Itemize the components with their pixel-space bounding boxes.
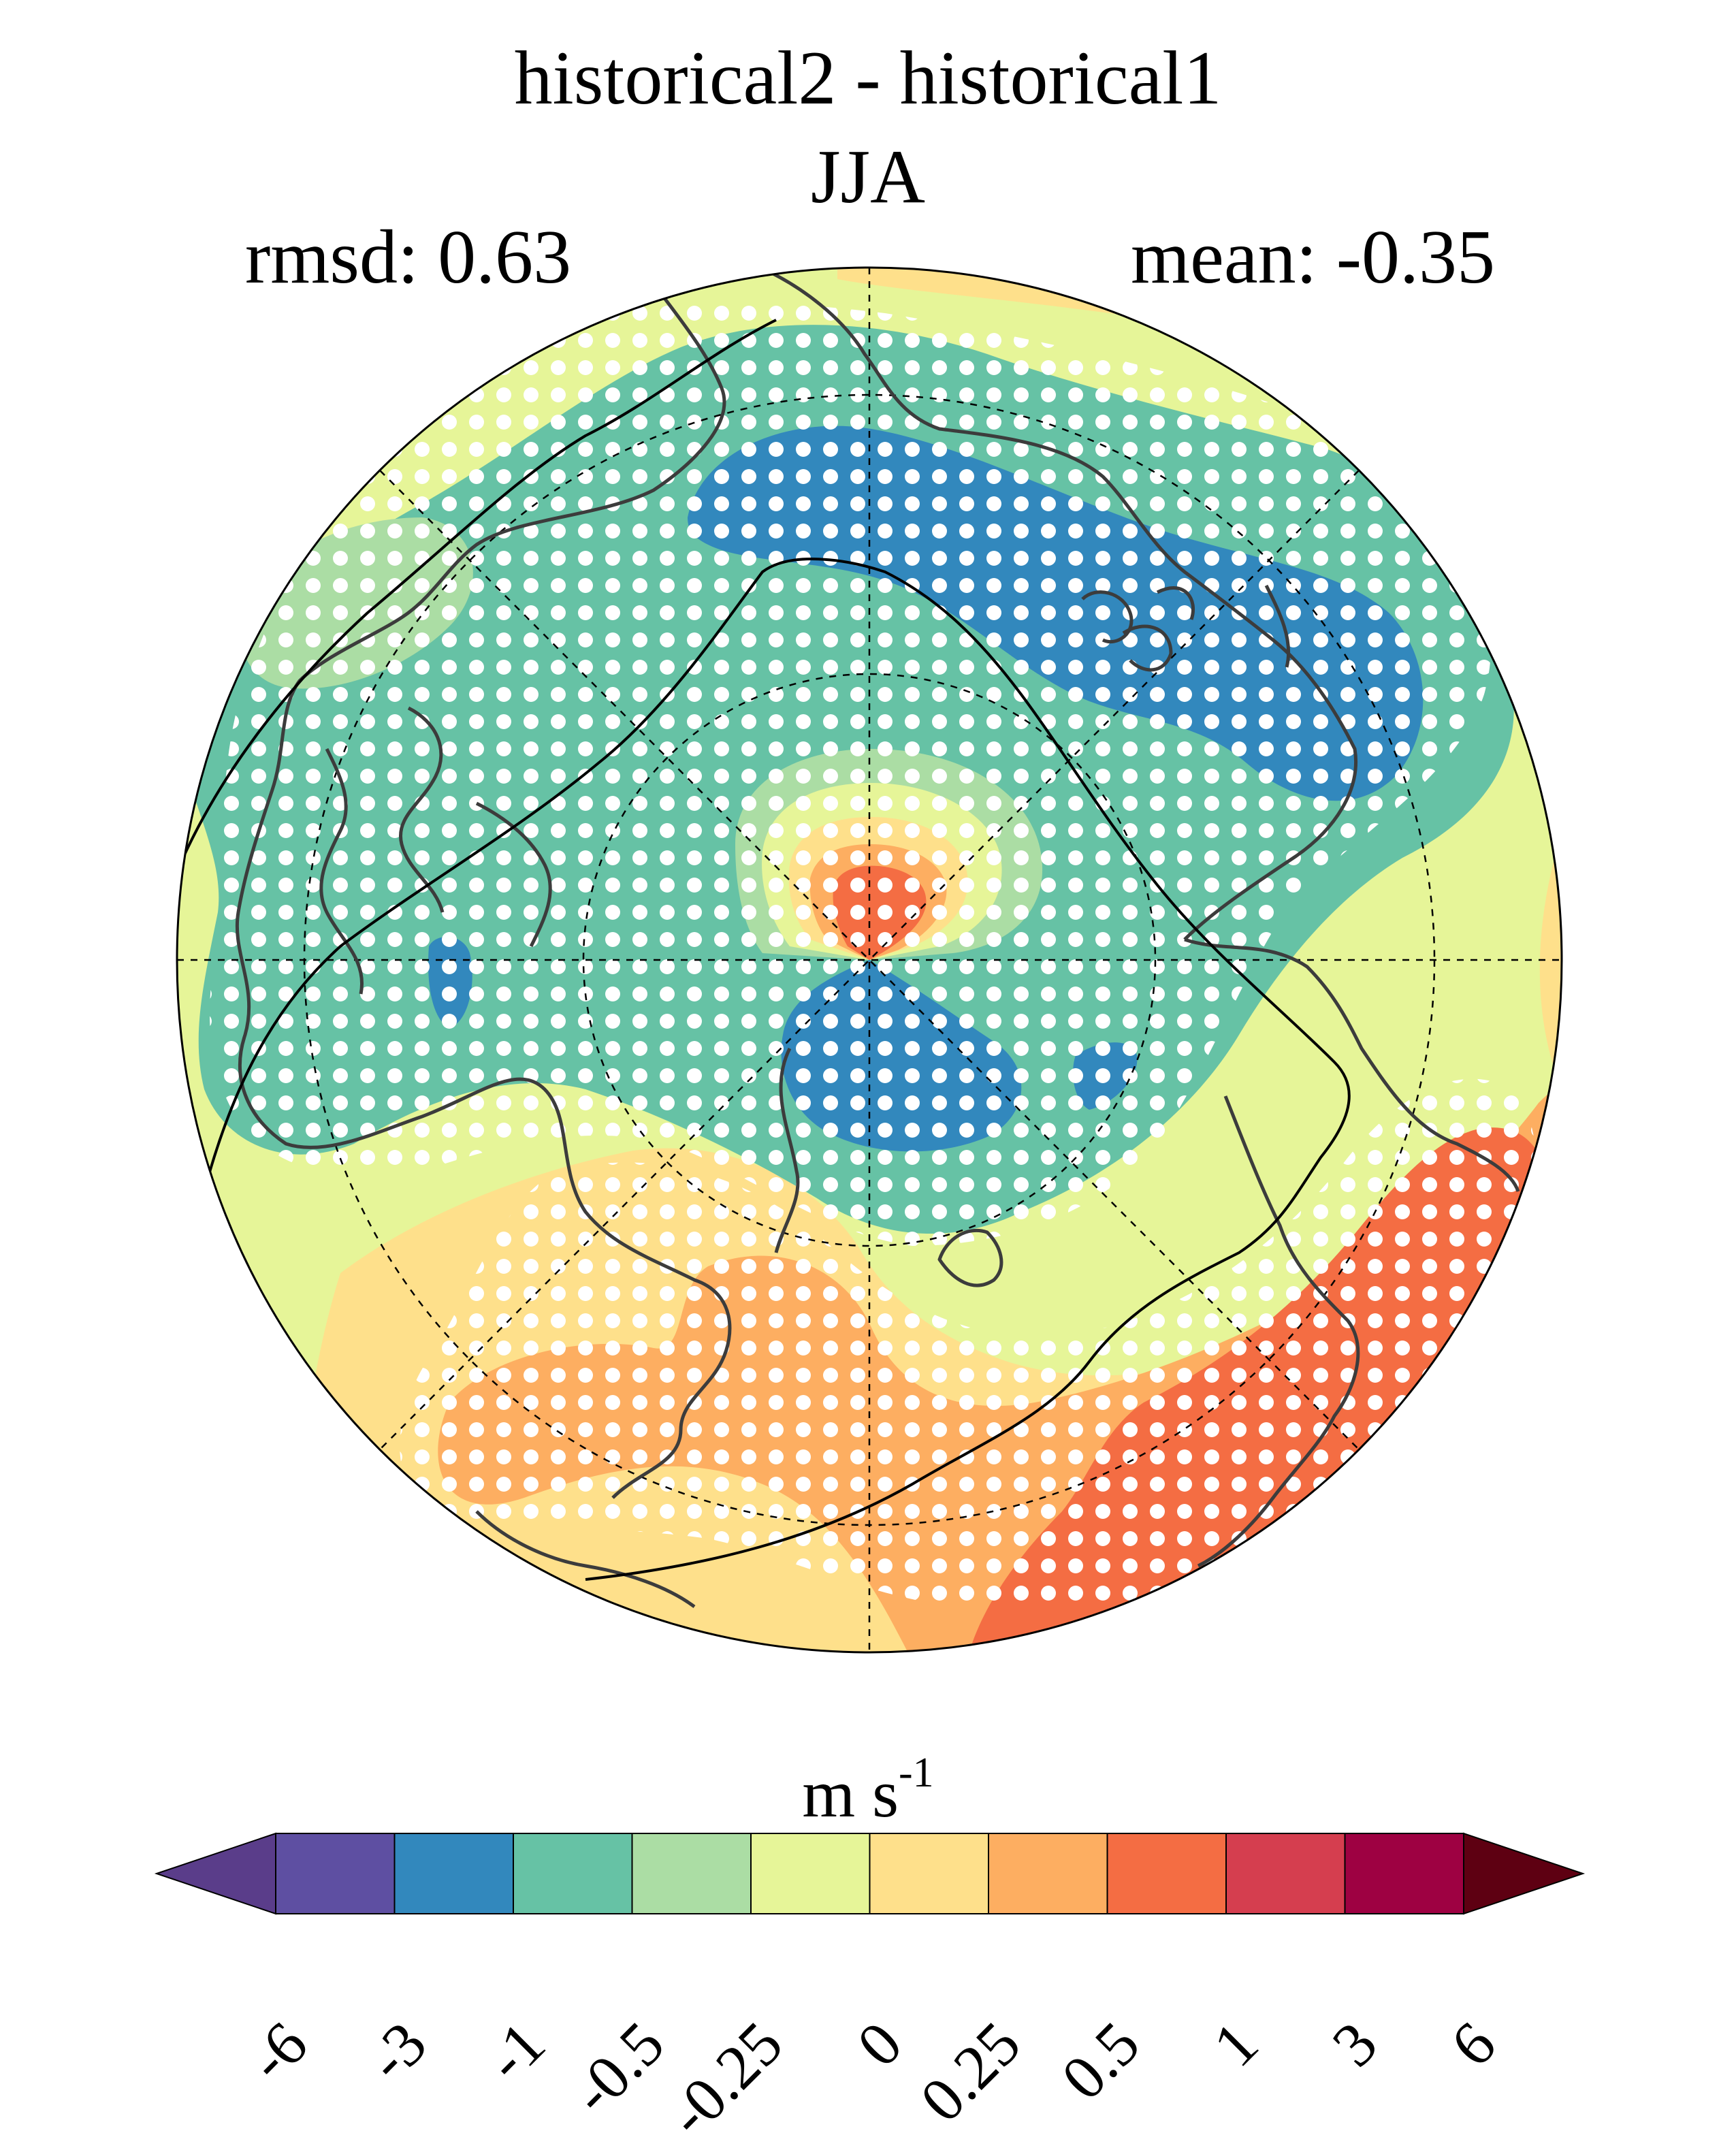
title-line-1: historical2 - historical1 (514, 36, 1222, 121)
colorbar-tick-label: -6 (234, 2008, 321, 2095)
colorbar-cell (869, 1833, 989, 1914)
colorbar-cell (1344, 1833, 1464, 1914)
reference-contour (177, 319, 1351, 1581)
units-text: m s (802, 1756, 899, 1831)
colorbar-cell (988, 1833, 1108, 1914)
colorbar-under-triangle (154, 1832, 276, 1915)
stipple-north (210, 301, 1492, 1246)
colorbar-cell (750, 1833, 871, 1914)
stipple-south (400, 1078, 1537, 1612)
title-line-2: JJA (810, 135, 926, 219)
colorbar-cell (1106, 1833, 1227, 1914)
colorbar-cell (631, 1833, 752, 1914)
polar-map (176, 266, 1563, 1654)
colorbar-over-triangle (1463, 1832, 1586, 1915)
colorbar-cell (513, 1833, 633, 1914)
rmsd-label: rmsd: 0.63 (245, 215, 572, 300)
colorbar-cells (275, 1833, 1464, 1914)
colorbar-tick-label: 0.25 (907, 2008, 1034, 2135)
colorbar-tick-label: 3 (1318, 2008, 1390, 2080)
units-exponent: -1 (899, 1750, 934, 1796)
coastlines (235, 268, 1520, 1609)
colorbar-tick-label: 0 (843, 2008, 915, 2080)
colorbar-tick-label: 1 (1200, 2008, 1272, 2080)
colorbar-tick-label: 0.5 (1048, 2008, 1153, 2113)
colorbar-tick-label: -1 (472, 2008, 558, 2095)
map-field (177, 268, 1562, 1652)
colorbar-cell (1225, 1833, 1346, 1914)
colorbar-cell (393, 1833, 514, 1914)
colorbar-tick-label: -0.25 (654, 2008, 796, 2150)
colorbar-tick-label: 6 (1437, 2008, 1509, 2080)
map-boundary (176, 266, 1563, 1654)
graticule (177, 268, 1562, 1652)
colorbar-cell (275, 1833, 396, 1914)
colorbar-tick-label: -3 (353, 2008, 440, 2095)
colorbar (154, 1832, 1586, 1915)
colorbar-units-label: m s-1 (0, 1752, 1736, 1831)
colorbar-tick-label: -0.5 (558, 2008, 677, 2128)
mean-label: mean: -0.35 (1131, 215, 1495, 300)
